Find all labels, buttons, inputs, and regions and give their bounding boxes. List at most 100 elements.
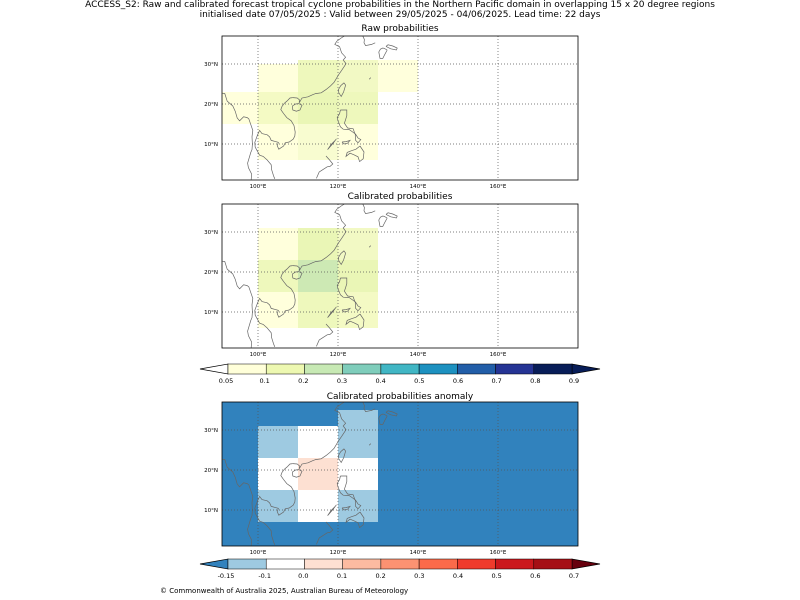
probability-cell: [258, 92, 298, 124]
colorbar-tick-label: -0.1: [258, 572, 271, 580]
coastline: [378, 47, 388, 59]
longitude-label: 160°E: [490, 184, 507, 190]
colorbar-tick-label: 0.6: [453, 377, 463, 385]
colorbar-segment: [304, 558, 343, 570]
coastline: [336, 277, 356, 303]
colorbar-tick-label: 0.6: [530, 572, 540, 580]
probability-cell: [298, 458, 338, 490]
longitude-label: 140°E: [410, 352, 427, 358]
probability-cell: [298, 426, 338, 458]
colorbar-segment: [533, 558, 573, 570]
probability-cell: [338, 458, 378, 490]
colorbar-tick-label: 0.7: [569, 572, 579, 580]
probability-cell: [298, 124, 338, 160]
coastline: [341, 139, 352, 145]
colorbar-tick-label: 0.4: [375, 377, 385, 385]
copyright-notice: © Commonwealth of Australia 2025, Austra…: [160, 587, 409, 595]
probability-cell: [298, 228, 338, 260]
coastline: [254, 463, 296, 545]
coastline: [378, 413, 388, 425]
colorbar-tick-label: 0.5: [491, 572, 501, 580]
figure-subtitle: initialised date 07/05/2025 : Valid betw…: [199, 10, 601, 20]
coastline: [362, 402, 376, 412]
colorbar-segment: [418, 363, 458, 375]
colorbar-segment: [342, 363, 382, 375]
coastline: [292, 469, 303, 478]
colorbar-segment: [265, 363, 305, 375]
longitude-label: 120°E: [330, 550, 347, 556]
coastline: [292, 103, 303, 112]
colorbar-segment: [380, 363, 420, 375]
coastline: [354, 133, 362, 144]
longitude-label: 100°E: [250, 352, 267, 358]
coastline: [345, 145, 365, 163]
coastline: [327, 138, 337, 150]
colorbar-tick-label: 0.0: [298, 572, 308, 580]
coastline: [292, 204, 347, 271]
colorbar-tick-label: 0.3: [337, 377, 347, 385]
coastline: [336, 475, 356, 501]
coastline: [338, 82, 346, 98]
colorbar-over-arrow: [571, 558, 601, 570]
map-frame: [221, 203, 579, 349]
latitude-label: 20°N: [204, 468, 218, 474]
probability-cell: [338, 60, 378, 92]
colorbar-over-arrow: [571, 363, 601, 375]
probability-cell: [298, 292, 338, 328]
probability-cell: [298, 60, 338, 92]
latitude-label: 30°N: [204, 62, 218, 68]
coastline: [338, 448, 346, 464]
colorbar-tick-label: -0.15: [218, 572, 235, 580]
probability-cell: [338, 92, 378, 124]
probability-cell: [258, 490, 298, 522]
longitude-label: 160°E: [490, 550, 507, 556]
coastline: [316, 155, 334, 179]
probability-cell: [222, 92, 258, 124]
coastline: [341, 505, 352, 511]
calibrated-panel-title: Calibrated probabilities: [347, 192, 453, 202]
colorbar-tick-label: 0.4: [453, 572, 463, 580]
colorbar-tick-label: 0.3: [414, 572, 424, 580]
map-panel-anomaly: 100°E 120°E 140°E 160°E 30°N 20°N 10°N: [204, 401, 579, 556]
longitude-label: 140°E: [410, 184, 427, 190]
colorbar-segment: [457, 558, 496, 570]
probability-cell: [338, 490, 378, 522]
coastline: [345, 511, 365, 529]
longitude-label: 100°E: [250, 184, 267, 190]
probability-cell: [338, 260, 378, 292]
latitude-label: 10°N: [204, 142, 218, 148]
colorbar-under-arrow: [199, 558, 229, 570]
coastline: [314, 349, 315, 353]
colorbar-segment: [227, 363, 267, 375]
latitude-label: 10°N: [204, 508, 218, 514]
colorbar-segment: [495, 363, 535, 375]
colorbar-segment: [265, 558, 305, 570]
probability-cell: [378, 60, 418, 92]
coastline: [362, 204, 376, 214]
coastline: [292, 402, 347, 469]
coastline: [336, 109, 356, 135]
colorbar-segment: [418, 558, 458, 570]
coastline: [385, 212, 398, 219]
colorbar-tick-label: 0.05: [219, 377, 233, 385]
coastline: [338, 250, 346, 266]
coastline: [368, 77, 372, 80]
probability-cell: [258, 228, 298, 260]
probability-cell: [298, 260, 338, 292]
colorbar-tick-label: 0.2: [298, 377, 308, 385]
coastline: [222, 458, 254, 546]
latitude-label: 10°N: [204, 310, 218, 316]
coastline: [354, 499, 362, 510]
coastline: [292, 271, 303, 280]
coastline: [327, 504, 337, 516]
colorbar-tick-label: 0.8: [530, 377, 540, 385]
colorbar-probability: 0.05 0.1 0.2 0.3 0.4 0.5 0.6 0.7 0.8 0.9: [199, 363, 601, 385]
coastline: [222, 92, 254, 180]
figure-header: ACCESS_S2: Raw and calibrated forecast t…: [0, 0, 800, 20]
colorbar-segment: [380, 558, 420, 570]
map-frame: [221, 35, 579, 181]
latitude-label: 20°N: [204, 270, 218, 276]
coastline: [254, 97, 296, 179]
probability-cell: [298, 490, 338, 522]
